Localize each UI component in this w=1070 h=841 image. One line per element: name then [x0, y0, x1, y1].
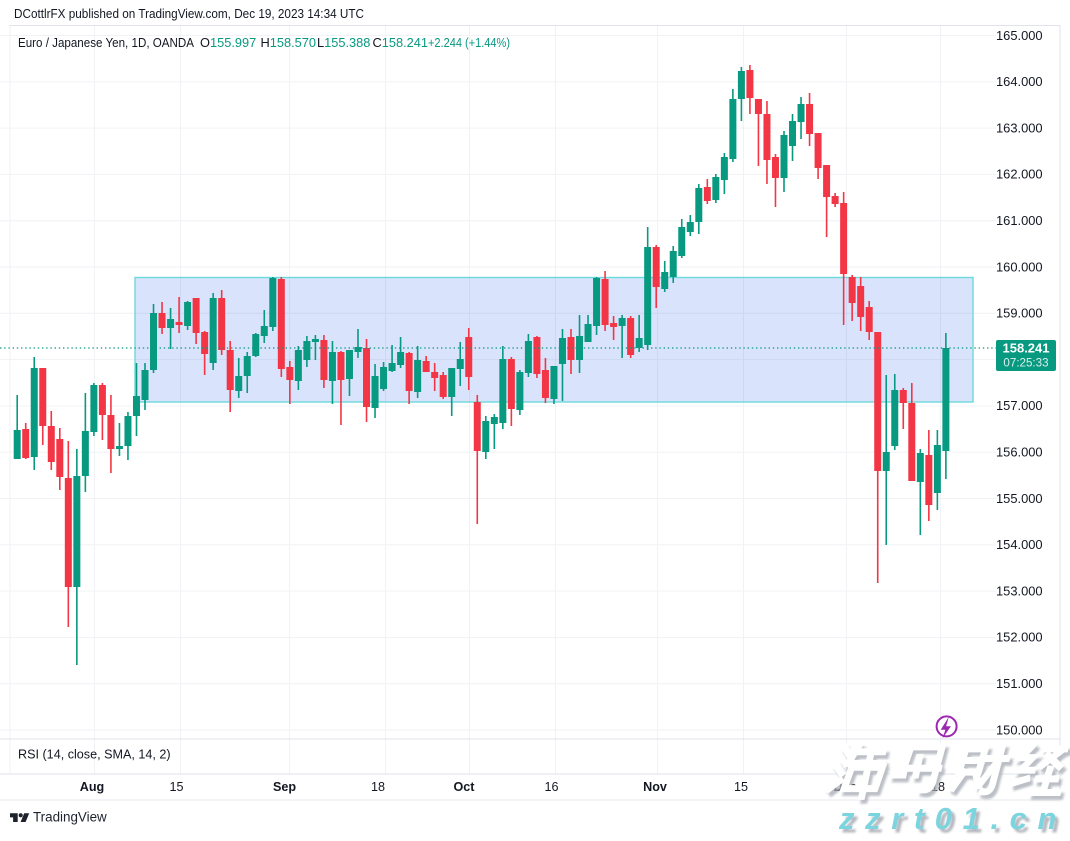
svg-text:Nov: Nov: [643, 780, 667, 794]
svg-text:158.241: 158.241: [1003, 341, 1050, 356]
svg-text:H158.570: H158.570: [261, 35, 317, 50]
svg-text:07:25:33: 07:25:33: [1003, 357, 1048, 370]
svg-text:163.000: 163.000: [996, 120, 1043, 135]
svg-text:150.000: 150.000: [996, 722, 1043, 737]
svg-text:Oct: Oct: [454, 780, 476, 794]
svg-text:Aug: Aug: [80, 780, 104, 794]
svg-text:154.000: 154.000: [996, 537, 1043, 552]
svg-text:157.000: 157.000: [996, 398, 1043, 413]
svg-text:L155.388: L155.388: [317, 35, 370, 50]
svg-text:zzrt01.cn: zzrt01.cn: [838, 801, 1067, 836]
svg-text:151.000: 151.000: [996, 676, 1043, 691]
svg-text:Euro / Japanese Yen, 1D, OANDA: Euro / Japanese Yen, 1D, OANDA: [18, 35, 194, 50]
svg-text:15: 15: [169, 780, 183, 794]
svg-text:155.000: 155.000: [996, 491, 1043, 506]
svg-text:TradingView: TradingView: [33, 810, 107, 825]
svg-text:152.000: 152.000: [996, 630, 1043, 645]
svg-text:C158.241: C158.241: [373, 35, 429, 50]
svg-text:164.000: 164.000: [996, 74, 1043, 89]
svg-text:165.000: 165.000: [996, 28, 1043, 43]
svg-text:18: 18: [371, 780, 385, 794]
svg-text:156.000: 156.000: [996, 445, 1043, 460]
svg-text:Sep: Sep: [273, 780, 296, 794]
svg-text:DCottlrFX published on Trading: DCottlrFX published on TradingView.com, …: [14, 7, 364, 21]
svg-text:153.000: 153.000: [996, 583, 1043, 598]
svg-text:RSI (14, close, SMA, 14, 2): RSI (14, close, SMA, 14, 2): [18, 748, 171, 762]
svg-text:159.000: 159.000: [996, 306, 1043, 321]
svg-text:16: 16: [544, 780, 558, 794]
svg-text:161.000: 161.000: [996, 213, 1043, 228]
svg-text:15: 15: [734, 780, 748, 794]
svg-text:+2.244 (+1.44%): +2.244 (+1.44%): [428, 35, 510, 50]
svg-text:O155.997: O155.997: [200, 35, 256, 50]
svg-text:160.000: 160.000: [996, 259, 1043, 274]
svg-text:162.000: 162.000: [996, 167, 1043, 182]
